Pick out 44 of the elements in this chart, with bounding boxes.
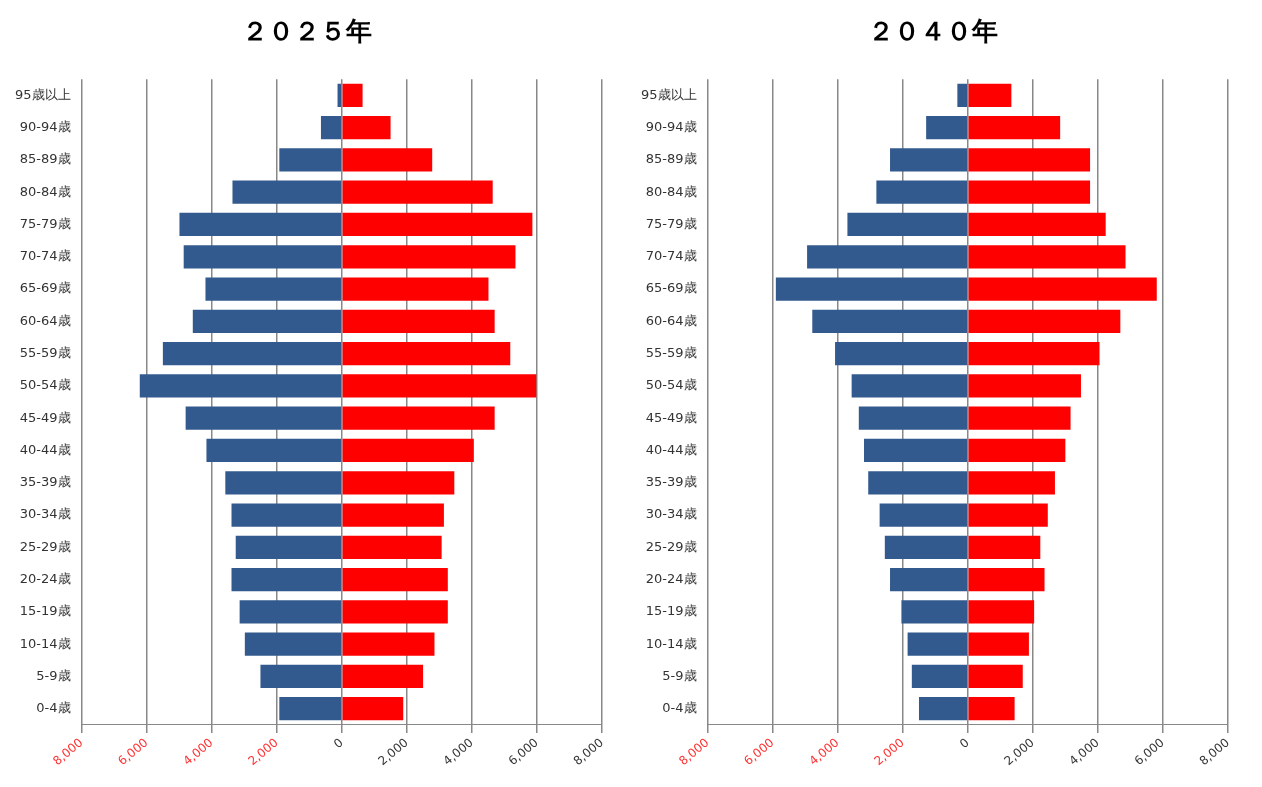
x-tick-label: 0 — [956, 735, 972, 751]
y-tick-label: 5-9歳 — [662, 667, 697, 683]
y-tick-label: 70-74歳 — [19, 248, 71, 264]
y-tick-label: 5-9歳 — [36, 667, 71, 683]
y-tick-label: 25-29歳 — [645, 538, 697, 554]
chart-title: ２０４０年 — [868, 16, 998, 47]
y-tick-label: 45-49歳 — [645, 409, 697, 425]
y-tick-label: 40-44歳 — [645, 441, 697, 457]
y-tick-label: 40-44歳 — [19, 441, 71, 457]
y-tick-label: 60-64歳 — [645, 312, 697, 328]
y-tick-label: 20-24歳 — [19, 570, 71, 586]
y-tick-label: 35-39歳 — [645, 474, 697, 490]
y-tick-label: 50-54歳 — [645, 377, 697, 393]
y-tick-label: 50-54歳 — [19, 377, 71, 393]
y-tick-label: 65-69歳 — [19, 280, 71, 296]
y-tick-label: 95歳以上 — [15, 86, 71, 102]
y-tick-label: 10-14歳 — [19, 635, 71, 651]
y-tick-label: 80-84歳 — [645, 183, 697, 199]
y-tick-label: 70-74歳 — [645, 248, 697, 264]
y-tick-label: 25-29歳 — [19, 538, 71, 554]
y-tick-label: 20-24歳 — [645, 570, 697, 586]
y-tick-label: 0-4歳 — [36, 700, 71, 716]
y-tick-label: 35-39歳 — [19, 474, 71, 490]
y-tick-label: 75-79歳 — [19, 215, 71, 231]
y-tick-label: 15-19歳 — [645, 603, 697, 619]
y-tick-label: 90-94歳 — [19, 119, 71, 134]
y-tick-label: 30-34歳 — [645, 506, 697, 522]
y-tick-label: 30-34歳 — [19, 506, 71, 522]
y-tick-label: 85-89歳 — [19, 151, 71, 167]
y-tick-label: 80-84歳 — [19, 183, 71, 199]
y-tick-label: 15-19歳 — [19, 603, 71, 619]
y-tick-label: 75-79歳 — [645, 215, 697, 231]
y-tick-label: 85-89歳 — [645, 151, 697, 167]
y-tick-label: 0-4歳 — [662, 700, 697, 716]
y-tick-label: 55-59歳 — [645, 344, 697, 360]
y-tick-label: 10-14歳 — [645, 635, 697, 651]
y-tick-label: 55-59歳 — [19, 344, 71, 360]
y-tick-label: 45-49歳 — [19, 409, 71, 425]
y-tick-label: 95歳以上 — [641, 86, 697, 102]
y-tick-label: 90-94歳 — [645, 119, 697, 134]
chart-title: ２０２５年 — [242, 16, 372, 47]
y-tick-label: 60-64歳 — [19, 312, 71, 328]
x-tick-label: 0 — [330, 735, 346, 751]
y-tick-label: 65-69歳 — [645, 280, 697, 296]
